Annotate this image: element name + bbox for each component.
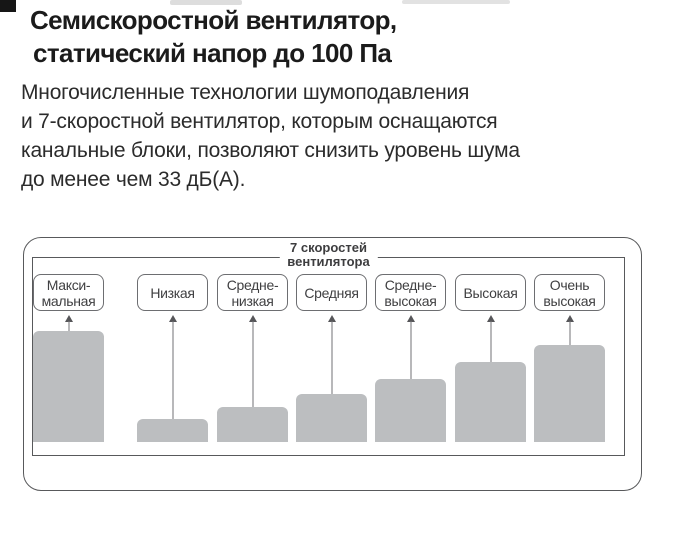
diagram-caption-line2: вентилятора — [287, 254, 370, 269]
arrow-line — [252, 321, 253, 407]
speed-label-box: Средне- высокая — [375, 274, 446, 311]
scan-artifact-streak — [402, 0, 510, 4]
arrow-line — [410, 321, 411, 379]
speed-label-box: Очень высокая — [534, 274, 605, 311]
diagram-caption: 7 скоростей вентилятора — [279, 240, 378, 269]
arrow-line — [172, 321, 173, 419]
speed-bar — [534, 345, 605, 442]
speed-label-line: Высокая — [463, 284, 518, 301]
intro-line: Многочисленные технологии шумоподавления — [21, 81, 470, 104]
speed-bar — [296, 394, 367, 442]
speed-bar — [375, 379, 446, 442]
speed-label-line: низкая — [231, 292, 274, 309]
intro-paragraph: Многочисленные технологии шумоподавления… — [21, 78, 520, 194]
speed-label-line: Средне- — [384, 276, 437, 293]
arrow-line — [569, 321, 570, 345]
speed-label-box: Низкая — [137, 274, 208, 311]
arrow-up-icon — [565, 315, 574, 322]
speed-label-line: высокая — [543, 292, 596, 309]
speed-label-box: Средне- низкая — [217, 274, 288, 311]
speed-label-line: высокая — [384, 292, 437, 309]
arrow-up-icon — [64, 315, 73, 322]
speed-column-6: Очень высокая — [534, 258, 605, 455]
fan-speed-diagram-inner: 7 скоростей вентилятора Низкая Средне- н… — [32, 241, 625, 456]
speed-column-3: Средняя — [296, 258, 367, 455]
page-title-line2: статический напор до 100 Па — [33, 38, 392, 68]
speed-column-4: Средне- высокая — [375, 258, 446, 455]
diagram-caption-line1: 7 скоростей — [290, 240, 367, 255]
page-title-line1: Семискоростной вентилятор, — [30, 5, 397, 35]
speed-column-5: Высокая — [455, 258, 526, 455]
arrow-line — [490, 321, 491, 362]
speed-label-box: Средняя — [296, 274, 367, 311]
speed-label-line: Низкая — [150, 284, 195, 301]
intro-line: до менее чем 33 дБ(А). — [21, 168, 246, 191]
scan-artifact-streak — [170, 0, 242, 5]
fan-speed-diagram: 7 скоростей вентилятора Низкая Средне- н… — [23, 237, 642, 491]
arrow-line — [331, 321, 332, 394]
page-title: Семискоростной вентилятор, статический н… — [30, 4, 397, 70]
arrow-up-icon — [327, 315, 336, 322]
speed-label-line: мальная — [41, 292, 96, 309]
intro-line: канальные блоки, позволяют снизить урове… — [21, 139, 520, 162]
speed-column-1: Низкая — [137, 258, 208, 455]
arrow-up-icon — [168, 315, 177, 322]
arrow-up-icon — [406, 315, 415, 322]
speed-label-line: Очень — [549, 276, 590, 293]
arrow-up-icon — [248, 315, 257, 322]
intro-line: и 7-скоростной вентилятор, которым оснащ… — [21, 110, 498, 133]
speed-bar — [137, 419, 208, 442]
speed-column-2: Средне- низкая — [217, 258, 288, 455]
speed-column-7: Макси- мальная — [33, 258, 104, 455]
speed-bar — [33, 331, 104, 442]
speed-bar — [217, 407, 288, 442]
arrow-up-icon — [486, 315, 495, 322]
speed-label-line: Макси- — [46, 276, 91, 293]
speed-label-box: Высокая — [455, 274, 526, 311]
arrow-line — [68, 321, 69, 331]
speed-label-line: Средне- — [226, 276, 279, 293]
scan-artifact-block — [0, 0, 16, 12]
speed-label-box: Макси- мальная — [33, 274, 104, 311]
speed-label-line: Средняя — [304, 284, 359, 301]
speed-bar — [455, 362, 526, 442]
